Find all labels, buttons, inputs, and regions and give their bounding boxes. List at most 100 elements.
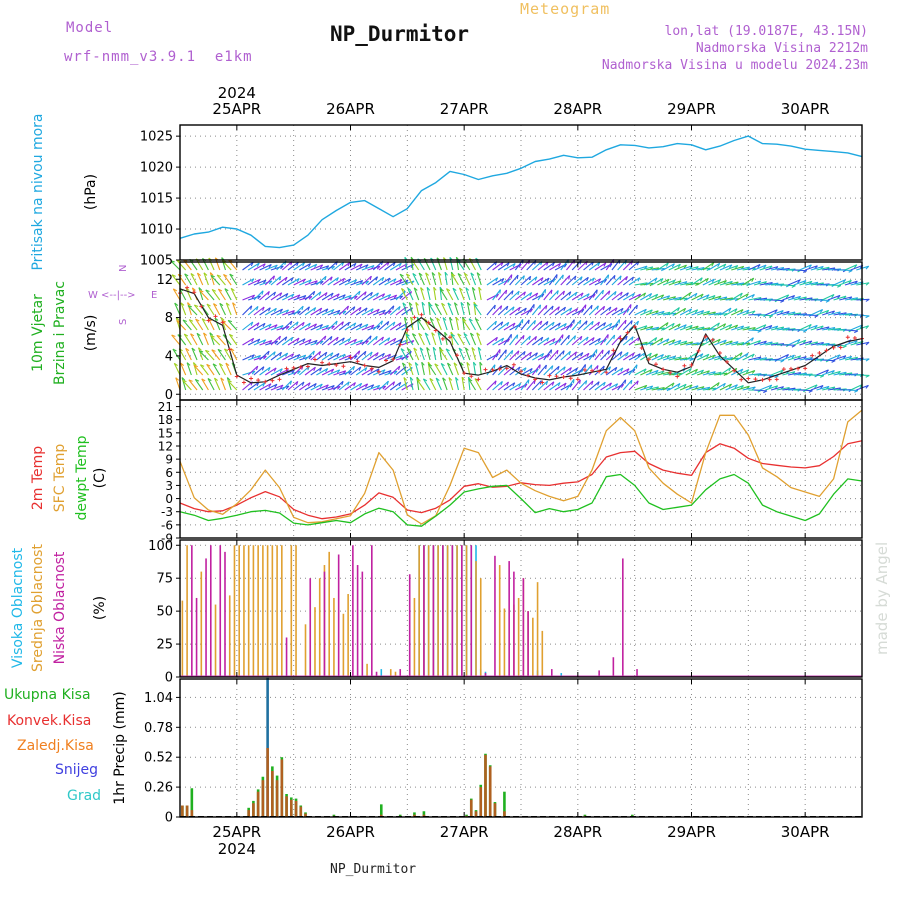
wind-arrow-head xyxy=(666,338,670,343)
wind-arrow xyxy=(451,273,459,286)
wind-arrow xyxy=(543,321,555,331)
wind-arrow xyxy=(816,309,829,316)
wind-arrow-head xyxy=(734,384,738,389)
wind-arrow xyxy=(338,338,351,346)
wind-arrow-head xyxy=(200,364,205,367)
wind-arrow-head xyxy=(579,320,582,325)
wind-arrow xyxy=(464,347,471,361)
wind-gust-marker xyxy=(234,374,239,379)
wind-arrow-head xyxy=(717,279,721,284)
wind-arrow-head xyxy=(808,324,812,329)
wind-arrow-head xyxy=(173,362,178,367)
wind-arrow xyxy=(355,291,367,301)
wind-gust-marker xyxy=(419,312,424,317)
wind-arrow-head xyxy=(831,360,836,363)
wind-arrow-head xyxy=(468,378,473,382)
wind-arrow xyxy=(696,353,710,361)
wind-arrow xyxy=(531,380,542,391)
wind-arrow-head xyxy=(428,363,433,367)
wind-arrow xyxy=(350,306,362,316)
wind-arrow xyxy=(543,349,552,361)
wind-arrow xyxy=(196,272,204,286)
wind-arrow-head xyxy=(825,369,829,374)
wind-gust-marker xyxy=(675,374,680,379)
wind-arrow xyxy=(736,352,749,361)
wind-arrow xyxy=(428,303,437,316)
wind-arrow xyxy=(435,377,442,391)
wind-arrow xyxy=(714,356,727,361)
wind-gust-marker xyxy=(689,363,694,368)
wind-arrow xyxy=(228,334,238,346)
wind-arrow-head xyxy=(568,351,571,356)
wind-arrow-head xyxy=(540,277,544,282)
wind-arrow-head xyxy=(746,283,751,287)
wind-arrow xyxy=(742,326,756,331)
wind-arrow-head xyxy=(517,350,520,355)
wind-arrow xyxy=(719,356,733,361)
wind-arrow xyxy=(203,332,209,346)
wind-gust-marker xyxy=(845,335,850,340)
wind-arrow xyxy=(697,327,711,331)
wind-arrow xyxy=(617,319,627,331)
wind-arrow xyxy=(520,292,532,301)
wind-arrow xyxy=(691,326,705,331)
wind-arrow xyxy=(543,262,555,271)
wind-arrow xyxy=(474,318,482,331)
wind-arrow xyxy=(787,339,801,346)
wind-arrow-head xyxy=(625,352,629,357)
wind-arrow xyxy=(227,319,238,331)
wind-arrow xyxy=(526,319,536,331)
wind-arrow-head xyxy=(699,277,703,282)
wind-arrow-head xyxy=(746,342,751,347)
wind-arrow-head xyxy=(688,292,692,297)
wind-gust-marker xyxy=(781,367,786,372)
wind-arrow xyxy=(725,265,739,271)
wind-arrow xyxy=(456,259,465,271)
precip-conv-bar xyxy=(252,803,255,817)
wind-arrow xyxy=(389,322,402,331)
wind-arrow xyxy=(338,321,350,331)
wind-arrow-head xyxy=(203,332,207,336)
wind-arrow-head xyxy=(465,287,470,291)
wind-arrow xyxy=(355,323,369,331)
wind-arrow xyxy=(770,266,784,271)
wind-gust-marker xyxy=(611,348,616,353)
wind-arrow-head xyxy=(185,347,190,352)
wind-arrow-head xyxy=(353,279,358,284)
wind-arrow-head xyxy=(527,379,530,384)
wind-arrow xyxy=(640,385,653,391)
wind-arrow xyxy=(466,362,471,376)
wind-arrow xyxy=(611,291,623,301)
wind-arrow xyxy=(247,322,260,331)
wind-arrow-head xyxy=(319,324,323,329)
wind-arrow xyxy=(645,277,658,286)
wind-arrow xyxy=(473,303,482,316)
wind-arrow xyxy=(822,359,836,362)
wind-arrow-head xyxy=(672,339,676,344)
wind-arrow-head xyxy=(256,322,260,327)
wind-arrow xyxy=(520,275,532,286)
wind-arrow-head xyxy=(591,380,594,385)
wind-arrow xyxy=(788,371,801,376)
wind-arrow-head xyxy=(780,310,784,314)
wind-arrow-head xyxy=(540,336,544,342)
wind-arrow xyxy=(310,324,323,331)
wind-arrow xyxy=(350,263,363,271)
wind-gust-marker xyxy=(526,373,531,378)
wind-gust-marker xyxy=(469,374,474,379)
wind-arrow xyxy=(844,297,858,301)
wind-arrow-head xyxy=(330,368,335,373)
wind-arrow-head xyxy=(517,290,520,296)
wind-arrow xyxy=(708,262,720,271)
wind-arrow xyxy=(742,353,755,361)
wind-arrow-head xyxy=(440,362,445,367)
wind-arrow xyxy=(338,370,352,376)
wind-arrow xyxy=(679,308,692,316)
wind-arrow-head xyxy=(174,302,179,306)
wind-arrow xyxy=(171,274,181,286)
wind-arrow-head xyxy=(745,293,749,298)
wind-arrow xyxy=(492,261,504,271)
wind-arrow xyxy=(474,378,482,391)
wind-arrow xyxy=(622,379,633,391)
wind-arrow xyxy=(679,368,692,376)
